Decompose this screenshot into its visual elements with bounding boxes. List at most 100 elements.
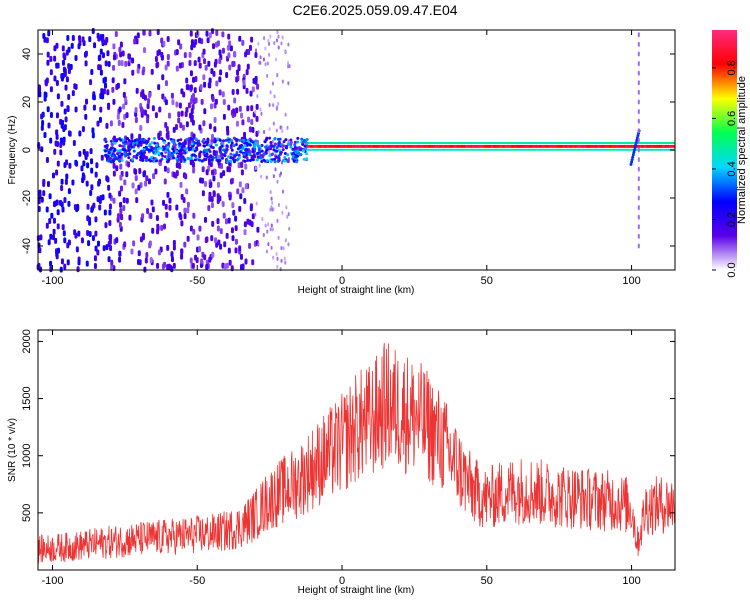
heatmap-cell <box>71 90 75 97</box>
heatmap-cell <box>262 232 265 237</box>
heatmap-cell <box>216 181 220 188</box>
heatmap-cell <box>85 180 89 187</box>
heatmap-cell <box>301 141 305 145</box>
heatmap-cell <box>147 137 151 141</box>
heatmap-cell <box>113 148 117 152</box>
colorbar-tick-label: 0.4 <box>726 161 738 176</box>
snr-line <box>37 343 676 564</box>
heatmap-cell <box>208 82 212 89</box>
heatmap-cell <box>198 152 202 159</box>
heatmap-cell <box>227 155 231 159</box>
heatmap-cell <box>233 50 237 57</box>
heatmap-cell <box>238 105 242 112</box>
heatmap-cell <box>637 51 640 57</box>
heatmap-cell <box>278 148 282 152</box>
heatmap-cell <box>38 91 42 98</box>
heatmap-cell <box>73 83 77 90</box>
heatmap-cell <box>82 148 86 155</box>
heatmap-cell <box>127 53 131 60</box>
heatmap-cell <box>74 106 78 113</box>
heatmap-cell <box>108 219 112 226</box>
y-tick-label: 20 <box>21 96 33 108</box>
heatmap-cell <box>283 159 287 163</box>
heatmap-cell <box>163 165 167 172</box>
heatmap-cell <box>89 190 93 197</box>
heatmap-cell <box>71 179 75 186</box>
heatmap-cell <box>92 202 96 209</box>
heatmap-cell <box>189 30 193 37</box>
heatmap-cell <box>183 207 187 214</box>
heatmap-cell <box>210 158 214 162</box>
heatmap-cell <box>103 138 107 142</box>
heatmap-cell <box>246 142 250 146</box>
heatmap-cell <box>88 219 92 226</box>
heatmap-cell <box>64 178 68 185</box>
heatmap-cell <box>283 155 287 159</box>
x-tick-label: 50 <box>481 275 493 287</box>
heatmap-cell <box>148 148 152 152</box>
heatmap-cell <box>247 150 251 154</box>
heatmap-cell <box>179 181 183 188</box>
heatmap-cell <box>173 143 177 147</box>
heatmap-cell <box>166 147 170 151</box>
heatmap-cell <box>121 50 125 57</box>
heatmap-cell <box>212 191 216 198</box>
heatmap-cell <box>206 37 210 44</box>
heatmap-cell <box>238 35 242 42</box>
heatmap-cell <box>130 133 134 140</box>
heatmap-cell <box>185 137 189 141</box>
heatmap-cell <box>166 244 170 251</box>
heatmap-cell <box>124 60 128 67</box>
heatmap-cell <box>149 213 153 220</box>
heatmap-cell <box>218 76 222 83</box>
heatmap-cell <box>63 70 67 77</box>
heatmap-cell <box>148 92 152 99</box>
heatmap-cell <box>58 199 62 206</box>
heatmap-cell <box>277 235 280 240</box>
heatmap-cell <box>191 147 195 151</box>
heatmap-cell <box>179 138 183 142</box>
heatmap-cell <box>171 153 175 157</box>
heatmap-cell <box>267 242 270 247</box>
heatmap-cell <box>256 155 260 159</box>
heatmap-cell <box>284 112 287 117</box>
heatmap-cell <box>71 35 75 42</box>
heatmap-cell <box>202 48 206 55</box>
heatmap-cell <box>41 119 45 126</box>
heatmap-cell <box>55 199 59 206</box>
heatmap-cell <box>136 144 140 148</box>
heatmap-cell <box>282 140 286 144</box>
heatmap-cell <box>197 245 201 252</box>
heatmap-cell <box>198 225 202 232</box>
heatmap-cell <box>186 235 190 242</box>
heatmap-cell <box>138 140 142 144</box>
heatmap-cell <box>86 215 90 222</box>
heatmap-cell <box>46 59 50 66</box>
heatmap-cell <box>228 40 232 47</box>
heatmap-cell <box>241 146 245 150</box>
heatmap-cell <box>150 199 154 206</box>
heatmap-cell <box>213 61 217 68</box>
heatmap-cell <box>136 152 140 156</box>
heatmap-cell <box>92 104 96 111</box>
heatmap-cell <box>112 98 116 105</box>
heatmap-cell <box>237 64 241 71</box>
heatmap-cell <box>85 151 89 158</box>
heatmap-cell <box>637 147 640 153</box>
heatmap-cell <box>77 230 81 237</box>
y-tick-label: -20 <box>21 190 33 206</box>
heatmap-cell <box>103 153 107 157</box>
heatmap-cell <box>108 192 112 199</box>
heatmap-cell <box>68 162 72 169</box>
heatmap-cell <box>273 157 277 161</box>
heatmap-cell <box>208 77 212 84</box>
heatmap-cell <box>195 146 199 150</box>
heatmap-cell <box>256 151 260 155</box>
heatmap-cell <box>48 218 52 225</box>
heatmap-cell <box>272 174 275 179</box>
heatmap-cell <box>74 232 78 239</box>
heatmap-cell <box>202 120 206 127</box>
heatmap-cell <box>118 106 122 113</box>
heatmap-cell <box>227 217 231 224</box>
heatmap-cell <box>298 153 302 157</box>
